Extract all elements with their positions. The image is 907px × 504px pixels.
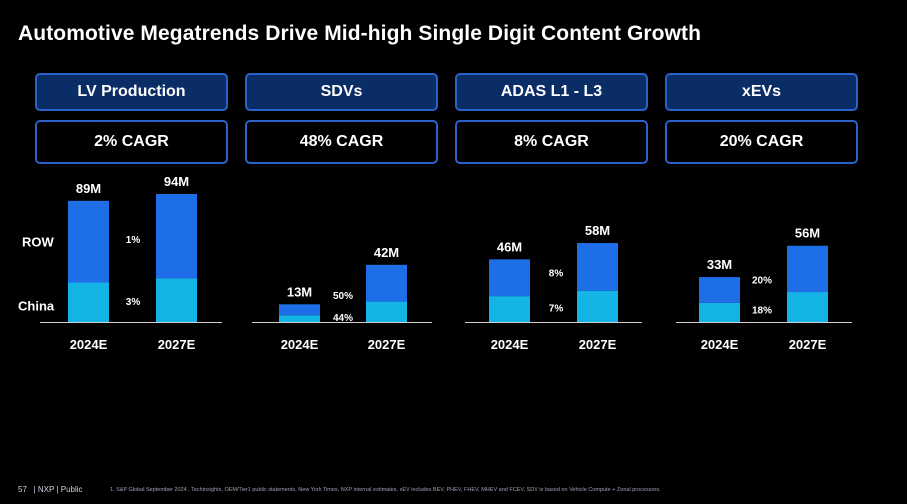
bar-row [156,194,197,279]
category-label: 2024E [70,337,108,352]
category-label: 2024E [491,337,529,352]
page-number: 57 [18,485,27,494]
panel-cagr-adas: 8% CAGR [455,120,648,164]
pct-label-row: 1% [126,235,141,246]
category-label: 2027E [789,337,827,352]
bar-china [279,315,320,322]
pct-label-china: 18% [752,306,772,317]
panel-cagr-xevs: 20% CAGR [665,120,858,164]
bar-row [279,304,320,316]
total-label: 56M [795,226,820,241]
pct-label-row: 8% [549,268,564,279]
panel-header-adas: ADAS L1 - L3 [455,73,648,111]
total-label: 33M [707,257,732,272]
footer-separator: | [56,485,59,494]
category-label: 2027E [368,337,406,352]
pct-label-row: 20% [752,275,772,286]
bar-row [577,243,618,291]
panel-cagr-lv-production: 2% CAGR [35,120,228,164]
total-label: 94M [164,174,189,189]
bar-china [68,282,109,322]
bar-china [156,278,197,322]
panel-cagr-sdvs: 48% CAGR [245,120,438,164]
bar-row [787,245,828,293]
legend-row: ROW [22,235,55,250]
total-label: 42M [374,245,399,260]
panel-header-sdvs: SDVs [245,73,438,111]
bar-china [577,290,618,322]
panel-header-xevs: xEVs [665,73,858,111]
category-label: 2024E [281,337,319,352]
classification: Public [60,485,83,494]
footnote: 1. S&P Global September 2024 , Techinsig… [110,487,661,493]
bar-row [699,277,740,303]
bar-row [68,200,109,283]
total-label: 46M [497,239,522,254]
page-title: Automotive Megatrends Drive Mid-high Sin… [18,22,702,45]
category-label: 2027E [158,337,196,352]
footer-separator: | [33,485,36,494]
pct-label-china: 44% [333,313,353,324]
bar-china [489,296,530,322]
bar-row [489,259,530,297]
panel-header-lv-production: LV Production [35,73,228,111]
pct-label-china: 3% [126,297,141,308]
legend-china: China [18,298,55,313]
pct-label-china: 7% [549,304,564,315]
bar-china [787,292,828,322]
brand-name: NXP [37,485,55,494]
footer: 57 | NXP | Public [18,485,83,494]
total-label: 89M [76,181,101,196]
category-label: 2027E [579,337,617,352]
bar-china [366,301,407,322]
pct-label-row: 50% [333,291,353,302]
total-label: 13M [287,284,312,299]
bar-china [699,302,740,322]
category-label: 2024E [701,337,739,352]
bar-row [366,264,407,302]
total-label: 58M [585,223,610,238]
